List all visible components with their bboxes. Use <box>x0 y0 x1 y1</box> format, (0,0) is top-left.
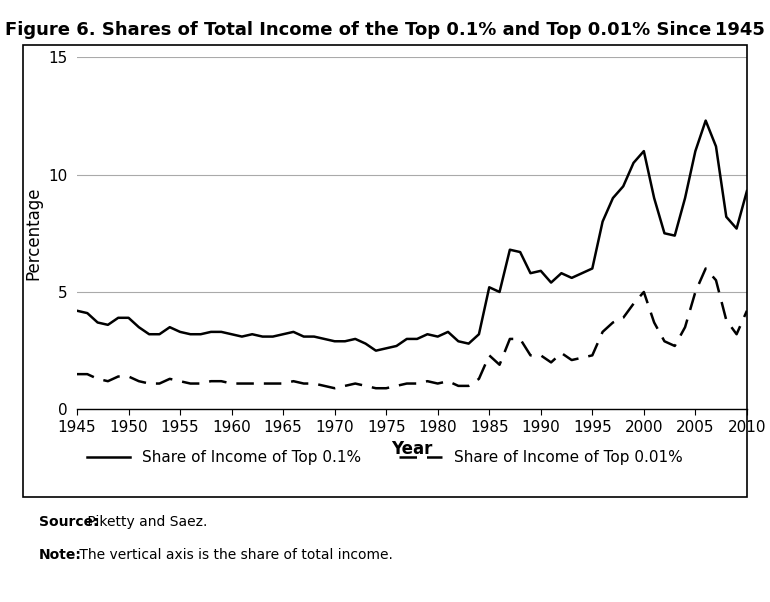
X-axis label: Year: Year <box>391 440 433 458</box>
Text: Piketty and Saez.: Piketty and Saez. <box>83 515 208 529</box>
Legend: Share of Income of Top 0.1%, Share of Income of Top 0.01%: Share of Income of Top 0.1%, Share of In… <box>87 450 683 465</box>
Text: Source:: Source: <box>38 515 98 529</box>
Text: Figure 6. Shares of Total Income of the Top 0.1% and Top 0.01% Since 1945: Figure 6. Shares of Total Income of the … <box>5 21 765 39</box>
Text: Note:: Note: <box>38 548 82 562</box>
Text: The vertical axis is the share of total income.: The vertical axis is the share of total … <box>75 548 393 562</box>
Y-axis label: Percentage: Percentage <box>25 187 42 280</box>
